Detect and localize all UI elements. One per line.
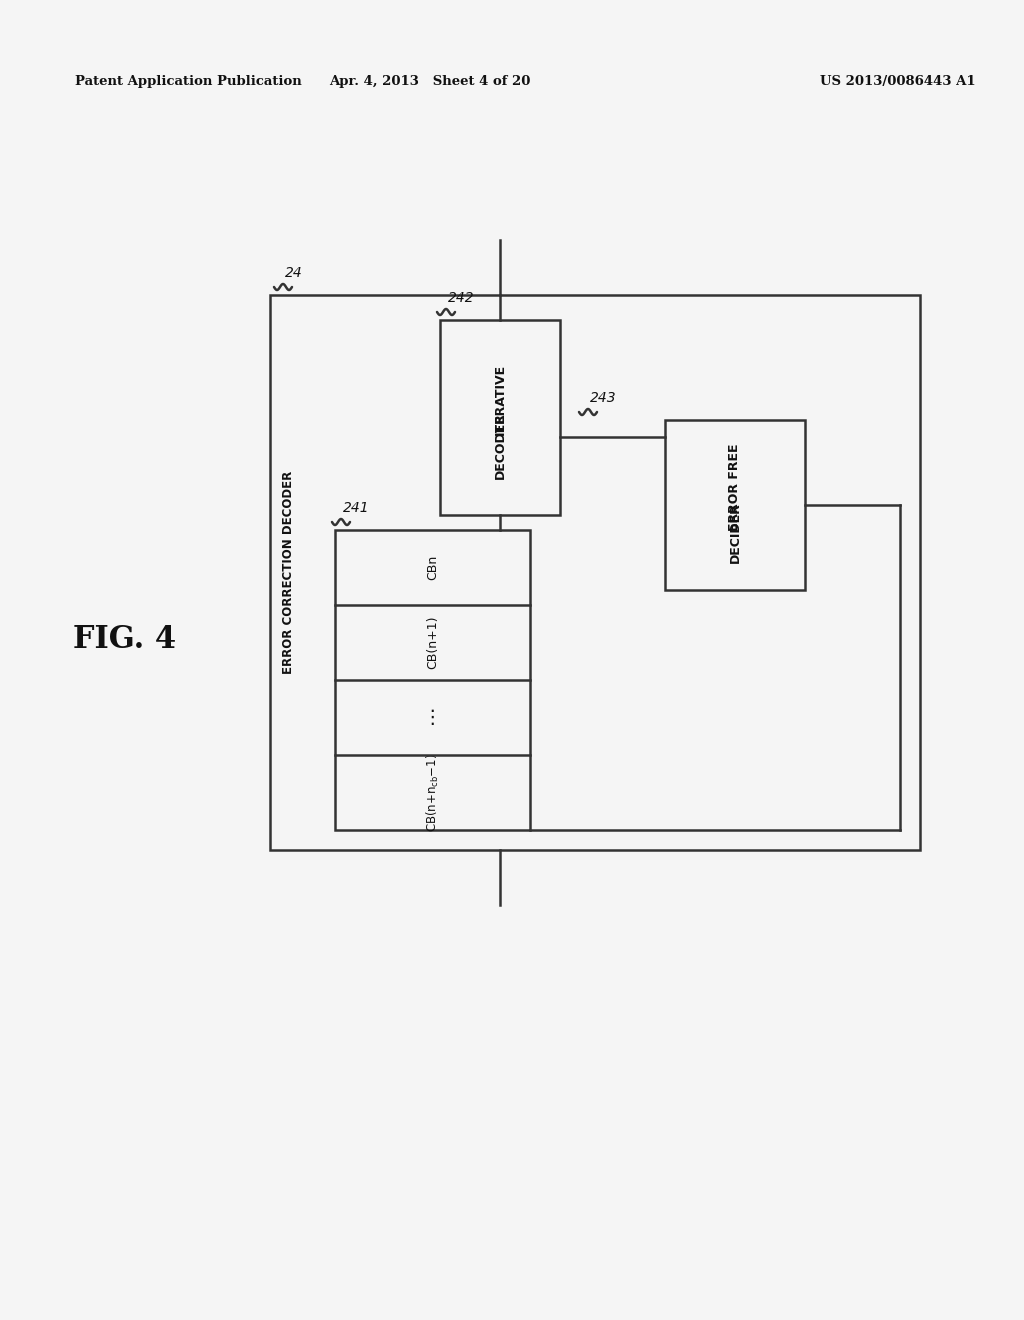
- Bar: [665, 420, 805, 590]
- Text: 243: 243: [590, 391, 616, 405]
- Bar: [335, 531, 530, 830]
- Text: Apr. 4, 2013   Sheet 4 of 20: Apr. 4, 2013 Sheet 4 of 20: [330, 75, 530, 88]
- Text: CBn: CBn: [426, 554, 439, 579]
- Text: 242: 242: [449, 290, 475, 305]
- Bar: [270, 294, 920, 850]
- Text: US 2013/0086443 A1: US 2013/0086443 A1: [820, 75, 976, 88]
- Text: DECODER: DECODER: [494, 412, 507, 479]
- Text: ERROR FREE: ERROR FREE: [728, 444, 741, 531]
- Text: DECIDER: DECIDER: [728, 503, 741, 564]
- Text: 24: 24: [285, 267, 303, 280]
- Text: 241: 241: [343, 502, 370, 515]
- Bar: [440, 319, 560, 515]
- Text: CB(n+1): CB(n+1): [426, 615, 439, 669]
- Text: ERROR CORRECTION DECODER: ERROR CORRECTION DECODER: [282, 471, 295, 675]
- Text: CB(n+n$_{\mathregular{cb}}$$-$1): CB(n+n$_{\mathregular{cb}}$$-$1): [425, 754, 440, 832]
- Text: ⋮: ⋮: [423, 708, 442, 727]
- Text: Patent Application Publication: Patent Application Publication: [75, 75, 302, 88]
- Text: FIG. 4: FIG. 4: [74, 624, 176, 656]
- Text: ITERATIVE: ITERATIVE: [494, 364, 507, 436]
